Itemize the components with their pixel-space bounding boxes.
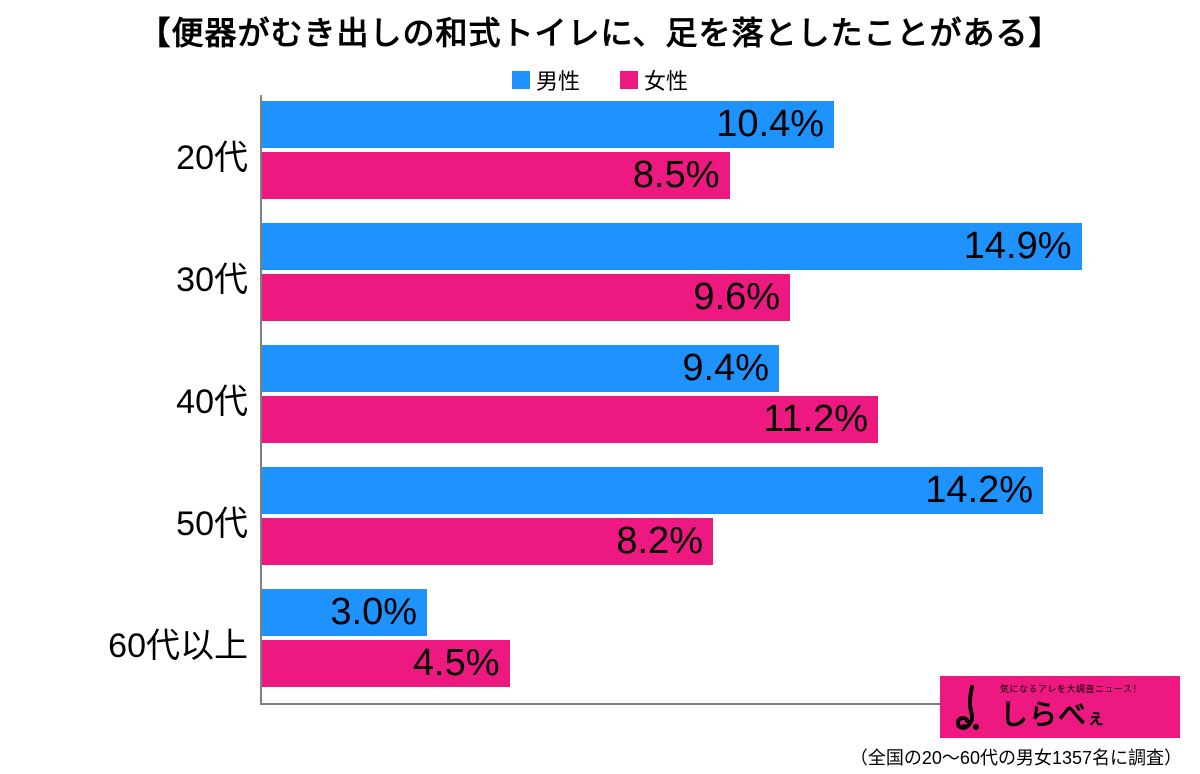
bar-male: 3.0% [262,589,427,636]
bar-male: 10.4% [262,101,834,148]
bar-female: 8.2% [262,518,713,565]
bar-male: 14.9% [262,223,1082,270]
logo-main: しらべ [1000,699,1087,730]
y-axis-label: 50代 [8,496,248,545]
footer-note: （全国の20〜60代の男女1357名に調査） [850,744,1182,770]
legend-item-male: 男性 [512,64,580,96]
y-axis-label: 40代 [8,374,248,423]
brand-logo: 気になるアレを大調査ニュース！ しらべぇ [940,676,1180,738]
y-axis-label: 20代 [8,130,248,179]
logo-text: 気になるアレを大調査ニュース！ しらべぇ [1000,682,1142,733]
legend-swatch-female [620,71,638,89]
y-axis-label: 30代 [8,252,248,301]
chart-plot-area: 10.4%8.5% 14.9%9.6% 9.4%11.2% 14.2%8.2% 3.0%… [260,95,1140,705]
legend-label-female: 女性 [644,64,688,96]
legend-item-female: 女性 [620,64,688,96]
bar-female: 11.2% [262,396,878,443]
logo-icon [952,683,992,731]
y-axis-label: 60代以上 [8,618,248,667]
bar-female: 8.5% [262,152,730,199]
bar-female: 4.5% [262,640,510,687]
bar-male: 9.4% [262,345,779,392]
chart-title: 【便器がむき出しの和式トイレに、足を落としたことがある】 [0,0,1200,54]
legend-swatch-male [512,71,530,89]
legend: 男性 女性 [0,64,1200,96]
bar-female: 9.6% [262,274,790,321]
bar-male: 14.2% [262,467,1043,514]
legend-label-male: 男性 [536,64,580,96]
logo-sub: ぇ [1087,708,1105,728]
